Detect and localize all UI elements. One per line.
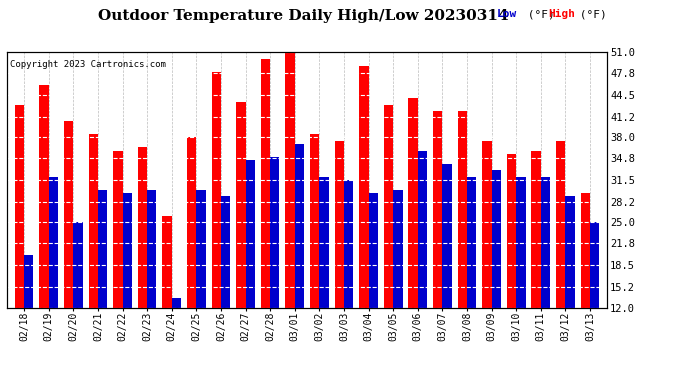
Bar [286,53,295,375]
Text: Outdoor Temperature Daily High/Low 20230314: Outdoor Temperature Daily High/Low 20230… [98,9,509,23]
Bar [408,98,417,375]
Text: (°F): (°F) [521,9,555,20]
Bar [384,105,393,375]
Bar [49,177,58,375]
Bar [39,85,49,375]
Bar [507,154,516,375]
Bar [162,216,172,375]
Bar [123,193,132,375]
Text: Copyright 2023 Cartronics.com: Copyright 2023 Cartronics.com [10,60,166,69]
Bar [531,151,541,375]
Bar [467,177,476,375]
Bar [295,144,304,375]
Bar [14,105,24,375]
Bar [368,193,378,375]
Bar [73,222,83,375]
Bar [197,190,206,375]
Bar [393,190,402,375]
Bar [261,59,270,375]
Bar [310,134,319,375]
Bar [580,193,590,375]
Text: High: High [549,9,575,20]
Bar [24,255,34,375]
Bar [335,141,344,375]
Bar [556,141,565,375]
Bar [442,164,452,375]
Bar [88,134,98,375]
Text: (°F): (°F) [573,9,607,20]
Bar [270,157,279,375]
Bar [246,160,255,375]
Bar [590,222,600,375]
Bar [516,177,526,375]
Bar [541,177,550,375]
Text: Low: Low [497,9,517,20]
Bar [457,111,467,375]
Bar [98,190,107,375]
Bar [236,102,246,375]
Bar [172,298,181,375]
Bar [147,190,157,375]
Bar [359,66,368,375]
Bar [221,196,230,375]
Bar [433,111,442,375]
Bar [64,121,73,375]
Bar [187,138,197,375]
Bar [482,141,491,375]
Bar [319,177,328,375]
Bar [344,180,353,375]
Bar [565,196,575,375]
Bar [491,170,501,375]
Bar [138,147,147,375]
Bar [212,72,221,375]
Bar [113,151,123,375]
Bar [417,151,427,375]
